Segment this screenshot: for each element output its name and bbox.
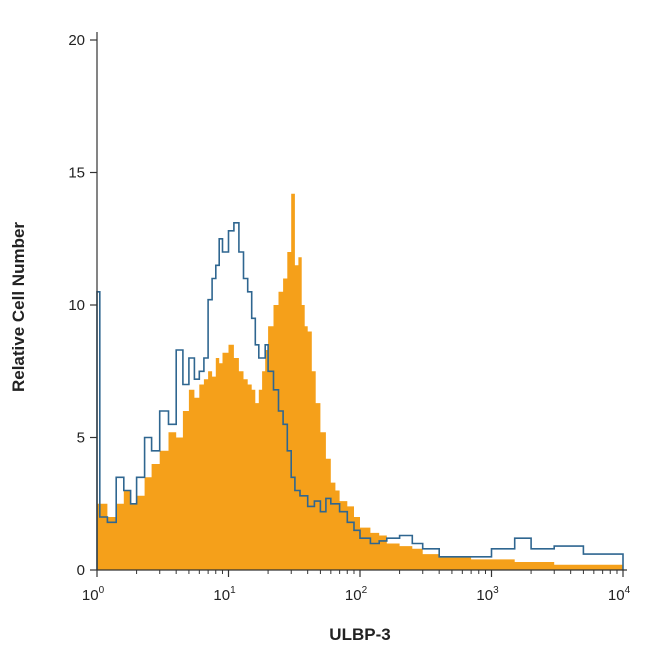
y-axis-title: Relative Cell Number: [9, 222, 28, 392]
x-tick-label: 103: [476, 585, 499, 604]
axes-layer: [96, 32, 627, 571]
x-tick-label: 100: [82, 585, 105, 604]
outline-histogram-series: [96, 222, 624, 570]
y-tick-label: 0: [77, 562, 85, 579]
x-tick-label: 104: [608, 585, 631, 604]
y-tick-label: 20: [68, 32, 85, 49]
filled-histogram-series: [97, 193, 623, 570]
x-tick-label: 101: [213, 585, 236, 604]
series-layer: [96, 193, 624, 570]
x-tick-label: 102: [345, 585, 368, 604]
y-tick-label: 15: [68, 165, 85, 182]
x-axis-title: ULBP-3: [329, 625, 390, 644]
y-tick-label: 10: [68, 297, 85, 314]
ticks-layer: 0 5 10 15 20 100 101 102 103 104: [68, 32, 630, 604]
y-tick-label: 5: [77, 430, 85, 447]
